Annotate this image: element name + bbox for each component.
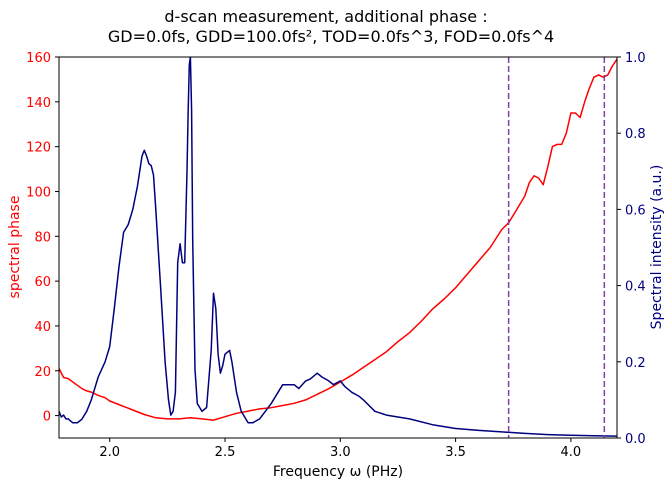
- right-y-tick-label: 0.0: [625, 432, 646, 447]
- left-y-tick-label: 40: [34, 320, 51, 335]
- right-y-axis-label: Spectral intensity (a.u.): [649, 165, 665, 330]
- chart-title-line2: GD=0.0fs, GDD=100.0fs², TOD=0.0fs^3, FOD…: [108, 27, 554, 46]
- left-y-axis: 0 20 40 60 80 100 120 140 160: [26, 51, 59, 425]
- x-axis-label: Frequency ω (PHz): [273, 464, 403, 480]
- plot-frame: [58, 56, 618, 439]
- left-y-tick-label: 120: [26, 141, 51, 156]
- x-axis: 2.0 2.5 3.0 3.5 4.0: [99, 438, 581, 460]
- left-y-tick-label: 160: [26, 51, 51, 66]
- x-tick-label: 2.0: [99, 445, 120, 460]
- left-y-axis-label: spectral phase: [7, 196, 23, 299]
- right-y-tick-label: 0.4: [625, 280, 646, 295]
- left-y-tick-label: 100: [26, 185, 51, 200]
- x-tick-label: 2.5: [215, 445, 236, 460]
- chart-title-line1: d-scan measurement, additional phase :: [164, 7, 487, 26]
- right-y-tick-label: 1.0: [625, 51, 646, 66]
- left-y-tick-label: 60: [34, 275, 51, 290]
- x-tick-label: 4.0: [561, 445, 582, 460]
- intensity-line: [59, 57, 617, 437]
- x-tick-label: 3.0: [330, 445, 351, 460]
- left-y-tick-label: 80: [34, 230, 51, 245]
- right-y-tick-label: 0.2: [625, 356, 646, 371]
- left-y-tick-label: 0: [43, 410, 51, 425]
- x-tick-label: 3.5: [445, 445, 466, 460]
- phase-line: [59, 58, 617, 421]
- left-y-tick-label: 20: [34, 365, 51, 380]
- right-y-axis: 0.0 0.2 0.4 0.6 0.8 1.0: [617, 51, 646, 447]
- right-y-tick-label: 0.8: [625, 127, 646, 142]
- right-y-tick-label: 0.6: [625, 203, 646, 218]
- plot-area: [59, 57, 617, 438]
- left-y-tick-label: 140: [26, 96, 51, 111]
